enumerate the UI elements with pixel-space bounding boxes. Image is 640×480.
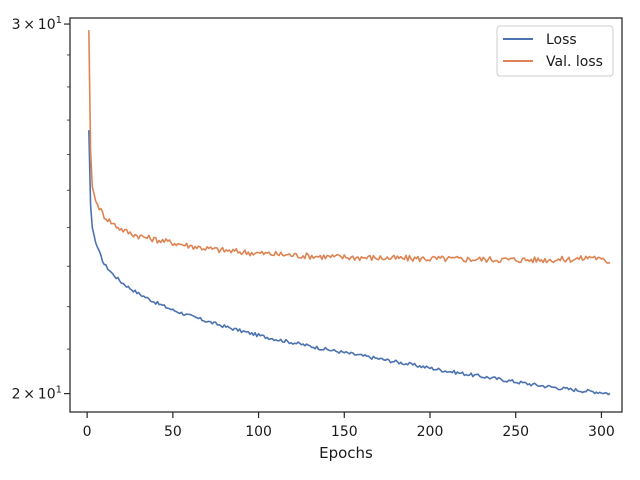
plot-frame <box>69 17 623 413</box>
legend-label-loss: Loss <box>546 32 577 48</box>
series-line-val-loss <box>88 30 611 264</box>
series-line-loss <box>88 130 611 396</box>
y-tick-label: 3 × 101 <box>12 15 62 33</box>
legend: Loss Val. loss <box>496 25 614 77</box>
x-tick-label: 300 <box>588 424 615 440</box>
legend-label-val-loss: Val. loss <box>546 54 603 70</box>
x-tick-label: 200 <box>417 424 444 440</box>
x-axis: 0 50 100 150 200 250 300 <box>83 412 615 440</box>
y-axis: 2 × 101 3 × 101 <box>12 15 70 403</box>
x-tick-label: 0 <box>83 424 92 440</box>
y-tick-label: 2 × 101 <box>12 385 62 403</box>
x-tick-label: 150 <box>331 424 358 440</box>
x-tick-label: 250 <box>502 424 529 440</box>
x-axis-label: Epochs <box>319 444 373 462</box>
x-tick-label: 100 <box>245 424 272 440</box>
x-tick-label: 50 <box>164 424 182 440</box>
plot-lines <box>88 30 611 396</box>
